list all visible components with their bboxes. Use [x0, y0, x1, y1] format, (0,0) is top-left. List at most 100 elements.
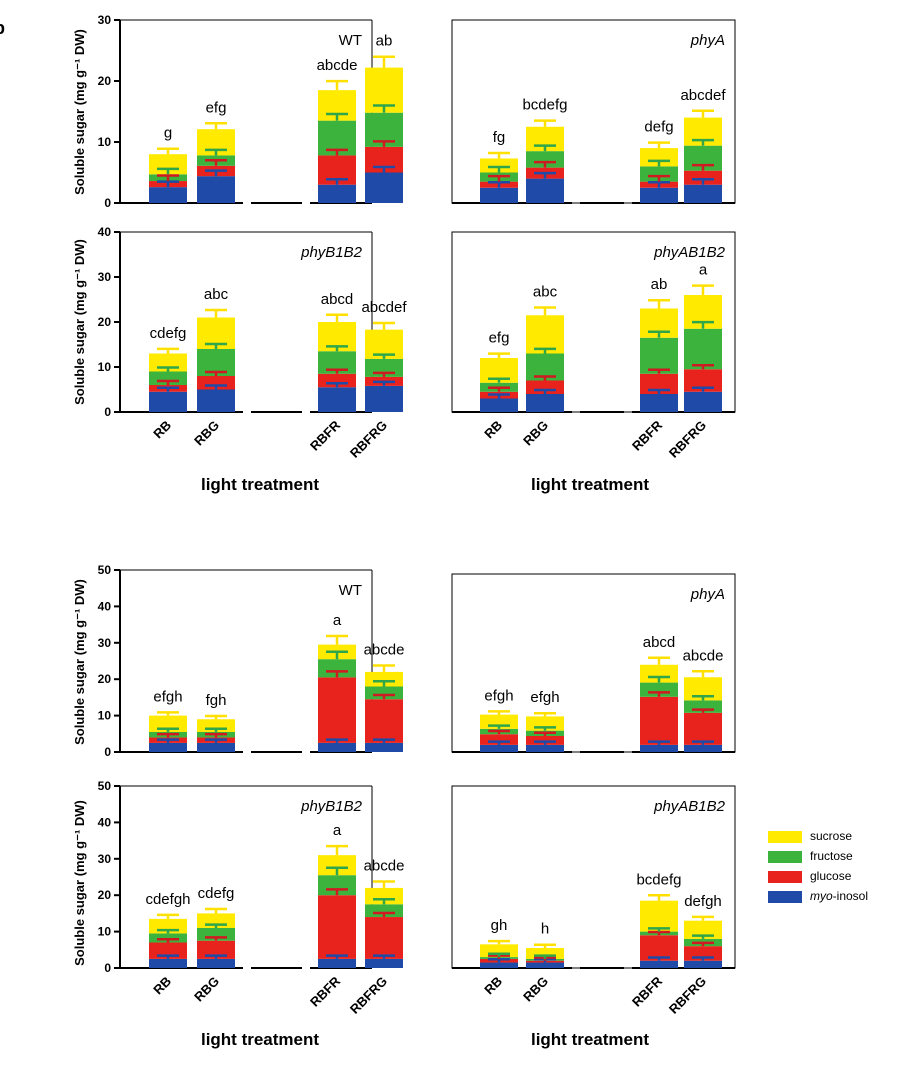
panel-top-phyab1b2-bar-rb-myo-inosol [480, 398, 518, 412]
panel-bottom-phya-bar-rbfrg-sucrose [684, 677, 722, 701]
panel-bottom-phyab1b2-bar-rb-myo-inosol [480, 962, 518, 968]
panel-bottom-phyab1b2-xtick-label-rbg: RBG [520, 974, 551, 1005]
panel-top-wt-bar-rbg-myo-inosol [197, 176, 235, 203]
panel-bottom-phyab1b2-letter-rbg: h [541, 921, 549, 938]
legend-label-sucrose: sucrose [810, 829, 853, 843]
panel-top-wt-ytick-label: 20 [98, 74, 112, 88]
panel-bottom-wt-ytick-label: 20 [98, 672, 112, 686]
panel-bottom-phyb1b2-bar-rbfr-glucose [318, 895, 356, 959]
panel-top-phyab1b2-bar-rbfr-fructose [640, 337, 678, 374]
panel-top-phyb1b2-genotype-label: phyB1B2 [300, 244, 363, 261]
panel-top-phya-letter-rbg: bcdefg [522, 97, 567, 114]
panel-top-phyb1b2-xtick-label-rbfrg: RBFRG [347, 418, 390, 461]
panel-top-phya-bar-rbg-myo-inosol [526, 178, 564, 203]
panel-top-phyb1b2-bar-rbg-myo-inosol [197, 389, 235, 412]
panel-top-phyb1b2-ytick-label: 30 [98, 270, 112, 284]
panel-top-phya-bar-rbg-fructose [526, 151, 564, 168]
x-axis-label-top-right: light treatment [530, 475, 650, 494]
panel-top-phyab1b2-letter-rbfrg: a [699, 262, 708, 279]
panel-bottom-phyb1b2-bar-rbg-myo-inosol [197, 958, 235, 968]
panel-bottom-phyab1b2-bar-rbfrg-sucrose [684, 920, 722, 939]
panel-top-phyb1b2-xtick-label-rb: RB [150, 418, 174, 442]
panel-bottom-phyab1b2-bar-rbg-sucrose [526, 947, 564, 959]
panel-bottom-phyb1b2-letter-rbfrg: abcde [364, 858, 405, 875]
panel-top-phyb1b2-ytick-label: 10 [98, 360, 112, 374]
panel-bottom-phyab1b2-bar-rbfrg-myo-inosol [684, 960, 722, 968]
legend-swatch-sucrose [768, 831, 802, 843]
panel-top-phyab1b2-bar-rbfrg-fructose [684, 328, 722, 370]
panel-bottom-wt-bar-rbfrg-sucrose [365, 671, 403, 687]
panel-top-phya-bar-rbfr-myo-inosol [640, 187, 678, 203]
panel-top-phyab1b2-xtick-label-rbfrg: RBFRG [666, 418, 709, 461]
panel-letter: b [0, 18, 5, 39]
panel-top-phya-bar-rbfrg-glucose [684, 170, 722, 185]
panel-bottom-phyab1b2-bar-rbfr-myo-inosol [640, 960, 678, 968]
panel-top-phyab1b2-xtick-label-rb: RB [481, 418, 505, 442]
panel-bottom-wt-genotype-label: WT [339, 582, 362, 599]
panel-top-phya-letter-rb: fg [493, 129, 506, 146]
panel-top-phyb1b2-xtick-label-rbfr: RBFR [307, 417, 344, 454]
panel-bottom-phya-letter-rbfr: abcd [643, 634, 676, 651]
panel-bottom-phyb1b2-bar-rbfr-sucrose [318, 855, 356, 876]
panel-bottom-wt-ytick-label: 10 [98, 709, 112, 723]
panel-top-phyab1b2-letter-rbfr: ab [651, 276, 668, 293]
panel-bottom-phyb1b2-ytick-label: 40 [98, 815, 112, 829]
x-axis-label-bottom-left: light treatment [200, 1030, 320, 1049]
panel-bottom-phya-bar-rbg-myo-inosol [526, 744, 564, 752]
panel-top-wt-bar-rb-myo-inosol [149, 187, 187, 203]
legend-label-myo-inosol: myo-inosol [810, 889, 868, 903]
panel-top-phyab1b2-letter-rbg: abc [533, 284, 558, 301]
panel-top-phyb1b2-xtick-label-rbg: RBG [191, 418, 222, 449]
panel-top-phyb1b2-bar-rbfr-myo-inosol [318, 387, 356, 412]
panel-top-phya-letter-rbfrg: abcdef [680, 87, 726, 104]
legend-label-myo-rest: -inosol [832, 889, 869, 903]
panel-top-phya-bar-rbfr-fructose [640, 166, 678, 182]
panel-top-wt-letter-rb: g [164, 125, 172, 142]
panel-bottom-phyb1b2-ytick-label: 10 [98, 925, 112, 939]
panel-bottom-phyab1b2-xtick-label-rb: RB [481, 974, 505, 998]
panel-top-phya-letter-rbfr: defg [644, 119, 673, 136]
panel-top-wt-ytick-label: 0 [104, 196, 111, 210]
panel-bottom-phya-letter-rbfrg: abcde [683, 647, 724, 664]
panel-top-phya-bar-rbfrg-myo-inosol [684, 184, 722, 203]
panel-bottom-phyab1b2-xtick-label-rbfrg: RBFRG [666, 974, 709, 1017]
panel-bottom-wt-bar-rbfr-glucose [318, 677, 356, 743]
panel-top-wt-genotype-label: WT [339, 32, 362, 49]
panel-top-phyb1b2-letter-rb: cdefg [150, 325, 187, 342]
panel-top-phyb1b2-ytick-label: 20 [98, 315, 112, 329]
panel-bottom-phya-bar-rbfr-glucose [640, 696, 678, 745]
panel-top-phyab1b2-letter-rb: efg [489, 330, 510, 347]
panel-bottom-wt-letter-rbg: fgh [206, 692, 227, 709]
panel-bottom-wt-bar-rbfrg-myo-inosol [365, 742, 403, 752]
panel-bottom-phyb1b2-xtick-label-rbfr: RBFR [307, 973, 344, 1010]
panel-top-phyb1b2-ytick-label: 40 [98, 225, 112, 239]
panel-bottom-phya-bar-rbfrg-glucose [684, 712, 722, 745]
panel-top-phyb1b2-letter-rbg: abc [204, 286, 229, 303]
panel-bottom-phyab1b2-bar-rbfr-sucrose [640, 900, 678, 932]
panel-top-phyab1b2-bar-rbg-myo-inosol [526, 394, 564, 412]
panel-top-wt-letter-rbfr: abcde [317, 57, 358, 74]
panel-top-phyab1b2-xtick-label-rbg: RBG [520, 418, 551, 449]
panel-bottom-phyb1b2-bar-rbg-glucose [197, 940, 235, 959]
panel-top-phyab1b2-bar-rbfr-myo-inosol [640, 394, 678, 412]
legend-swatch-fructose [768, 851, 802, 863]
panel-top-phyab1b2-xtick-label-rbfr: RBFR [629, 417, 666, 454]
panel-bottom-wt-letter-rbfrg: abcde [364, 642, 405, 659]
panel-bottom-phyb1b2-bar-rbfrg-glucose [365, 917, 403, 959]
panel-top-phyab1b2-bar-rbfrg-myo-inosol [684, 391, 722, 412]
panel-top-phyab1b2-bar-rbg-sucrose [526, 315, 564, 354]
x-axis-label-top-left: light treatment [200, 475, 320, 494]
panel-bottom-phya-bar-rbfrg-myo-inosol [684, 744, 722, 752]
panel-bottom-phyab1b2-letter-rbfrg: defgh [684, 893, 722, 910]
panel-top-wt-ytick-label: 10 [98, 135, 112, 149]
panel-top-phya-bar-rb-sucrose [480, 158, 518, 173]
panel-bottom-wt-ytick-label: 50 [98, 563, 112, 577]
panel-bottom-wt-letter-rbfr: a [333, 612, 342, 629]
panel-bottom-wt-bar-rbg-myo-inosol [197, 742, 235, 752]
panel-top-wt-letter-rbg: efg [206, 99, 227, 116]
panel-top-phya-genotype-label: phyA [690, 32, 725, 49]
x-axis-label-bottom-right: light treatment [530, 1030, 650, 1049]
panel-bottom-phya-bar-rbfr-myo-inosol [640, 744, 678, 752]
panel-bottom-phyb1b2-letter-rbfr: a [333, 822, 342, 839]
